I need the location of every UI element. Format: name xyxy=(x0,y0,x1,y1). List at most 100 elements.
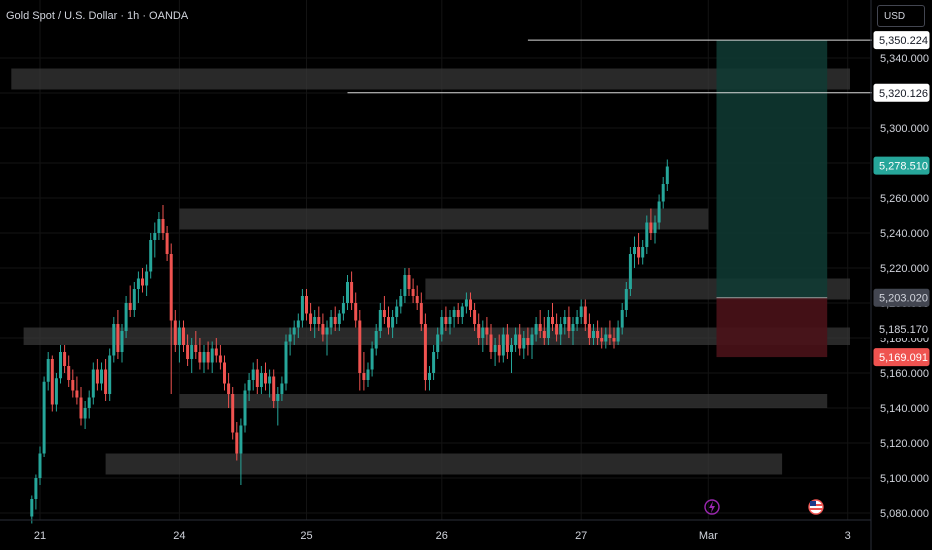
price-label-text: 5,203.020 xyxy=(879,293,928,305)
candle-up xyxy=(436,334,440,352)
price-label: 5,320.126 xyxy=(873,83,930,102)
candle-up xyxy=(391,317,395,328)
x-tick-label: 25 xyxy=(300,530,312,542)
candle-up xyxy=(370,348,374,370)
candle-down xyxy=(542,331,546,338)
zone-rect xyxy=(105,453,783,475)
candle-up xyxy=(616,327,620,342)
candle-down xyxy=(182,327,185,345)
price-label-box xyxy=(873,83,930,102)
candle-up xyxy=(329,317,333,328)
candle-up xyxy=(280,383,284,394)
candle-down xyxy=(116,324,120,352)
horizontal-lines xyxy=(347,39,872,94)
candle-up xyxy=(153,233,157,240)
candle-up xyxy=(247,380,251,391)
x-tick-label: 27 xyxy=(575,530,587,542)
time-axis: 21 24 25 26 27 Mar 3 xyxy=(0,519,871,542)
candle-up xyxy=(604,334,608,342)
candle-up xyxy=(653,222,657,233)
y-tick-label: 5,100.000 xyxy=(880,473,929,485)
candle-up xyxy=(177,327,181,345)
candle-up xyxy=(157,219,161,233)
zone-rect xyxy=(179,208,709,230)
candle-down xyxy=(423,324,427,380)
candle-up xyxy=(645,222,649,247)
candle-down xyxy=(141,278,144,286)
currency-selector[interactable]: USD xyxy=(877,5,925,27)
candle-down xyxy=(587,324,591,338)
price-label: 5,185.170 xyxy=(873,319,930,338)
candle-up xyxy=(559,324,563,335)
us-flag-icon xyxy=(808,499,824,515)
candle-down xyxy=(387,317,390,328)
price-label-box xyxy=(873,348,930,367)
candle-up xyxy=(42,381,46,454)
candle-down xyxy=(596,331,600,338)
y-tick-label: 5,220.000 xyxy=(880,263,929,275)
long-position-tool[interactable] xyxy=(716,40,828,358)
candle-up xyxy=(259,373,263,387)
candle-up xyxy=(403,275,407,296)
candle-up xyxy=(665,166,669,184)
price-label-text: 5,185.170 xyxy=(879,324,928,336)
candle-down xyxy=(415,296,419,303)
price-label: 5,350.224 xyxy=(873,31,930,50)
lightning-icon xyxy=(704,499,720,515)
candle-up xyxy=(243,390,247,426)
y-tick-label: 5,120.000 xyxy=(880,438,929,450)
x-tick-label: 26 xyxy=(436,530,448,542)
candle-down xyxy=(309,313,313,324)
candle-down xyxy=(305,296,308,314)
candle-up xyxy=(108,355,112,394)
price-label-text: 5,350.224 xyxy=(879,35,928,47)
candle-down xyxy=(186,345,190,359)
candle-up xyxy=(83,408,87,419)
candle-down xyxy=(218,355,222,363)
y-tick-label: 5,140.000 xyxy=(880,403,929,415)
price-label-box xyxy=(873,31,930,50)
candle-down xyxy=(444,317,448,324)
candle-down xyxy=(526,338,530,345)
candle-down xyxy=(264,373,267,384)
event-markers xyxy=(704,499,824,515)
candle-down xyxy=(231,394,235,433)
candle-up xyxy=(460,306,464,317)
candle-up xyxy=(530,334,534,345)
candle-up xyxy=(239,425,243,454)
candle-up xyxy=(661,184,665,202)
candle-up xyxy=(210,348,214,363)
candle-up xyxy=(374,331,378,349)
candle-up xyxy=(378,310,382,331)
candle-up xyxy=(534,324,538,335)
price-label: 5,203.020 xyxy=(873,288,930,307)
candle-down xyxy=(317,317,321,324)
candle-up xyxy=(112,324,116,356)
candle-up xyxy=(300,296,304,321)
us-flag-stripe xyxy=(810,508,822,510)
lightning-icon-glyph xyxy=(709,501,715,513)
candle-down xyxy=(407,275,411,289)
candle-up xyxy=(46,359,50,382)
candle-up xyxy=(428,373,431,380)
candle-down xyxy=(354,303,358,321)
candle-down xyxy=(75,390,79,398)
candle-down xyxy=(637,247,641,258)
lightning-icon-circle xyxy=(704,499,720,515)
price-label-box xyxy=(873,156,930,175)
candle-up xyxy=(481,327,485,338)
candle-down xyxy=(235,432,239,454)
candle-up xyxy=(592,331,595,338)
candle-up xyxy=(132,289,136,310)
candle-up xyxy=(296,320,300,328)
y-tick-label: 5,080.000 xyxy=(880,508,929,520)
chart-title: Gold Spot / U.S. Dollar · 1h · OANDA xyxy=(6,10,189,22)
candle-down xyxy=(67,366,71,380)
candle-down xyxy=(206,352,210,363)
candle-up xyxy=(292,327,296,335)
price-label-box xyxy=(873,288,930,307)
candle-down xyxy=(128,303,132,310)
y-tick-label: 5,260.000 xyxy=(880,193,929,205)
candle-up xyxy=(399,296,403,307)
